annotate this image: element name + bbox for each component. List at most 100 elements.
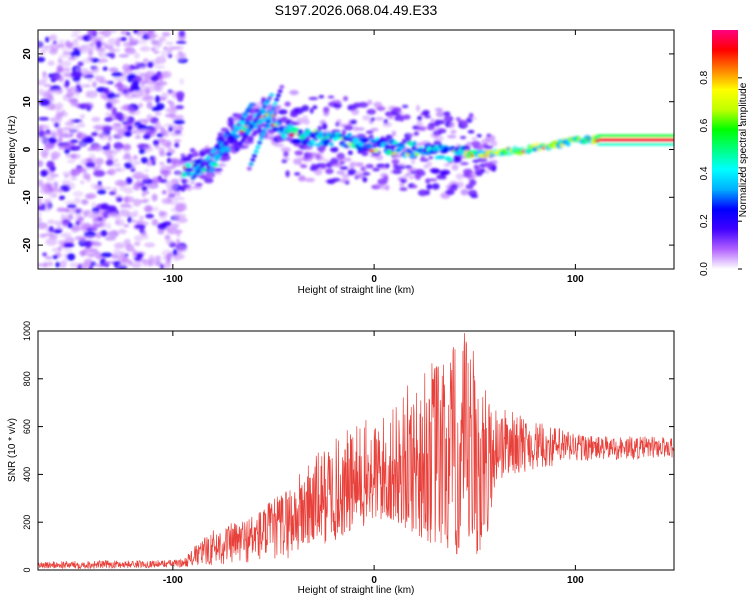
heatmap-cell	[294, 150, 304, 156]
heatmap-cell	[565, 141, 571, 147]
heatmap-cell	[253, 130, 258, 135]
heatmap-cell	[250, 158, 256, 163]
heatmap-cell	[77, 61, 84, 67]
heatmap-cell	[469, 179, 477, 186]
heatmap-cell	[78, 208, 83, 212]
heatmap-cell	[139, 128, 150, 133]
heatmap-cell	[270, 106, 276, 111]
heatmap-cell	[101, 42, 108, 47]
heatmap-cell	[113, 158, 119, 163]
heatmap-cell	[372, 167, 380, 172]
y-tick-label: 10	[22, 96, 33, 108]
heatmap-cell	[38, 56, 46, 63]
y-tick-label: 0	[22, 146, 33, 152]
heatmap-cell	[142, 95, 155, 102]
snr-y-label: SNR (10 * v/v)	[7, 418, 18, 482]
heatmap-cell	[117, 181, 130, 187]
heatmap-cell	[45, 143, 56, 149]
heatmap-cell	[255, 145, 261, 150]
snr-x-axis: -100 0 100	[163, 331, 584, 586]
heatmap-cell	[132, 249, 137, 257]
heatmap-cell	[319, 162, 327, 169]
heatmap-cell	[56, 127, 64, 134]
heatmap-cell	[417, 115, 423, 121]
x-tick-label: 100	[567, 575, 584, 586]
heatmap-cell	[131, 261, 142, 269]
heatmap-cell	[159, 169, 170, 175]
heatmap-cell	[318, 94, 325, 99]
heatmap-cell	[467, 129, 475, 134]
heatmap-cell	[47, 261, 54, 267]
heatmap-cell	[418, 125, 428, 132]
heatmap-cell	[214, 168, 223, 172]
heatmap-cell	[165, 253, 172, 261]
heatmap-cell	[115, 111, 124, 120]
heatmap-cell	[289, 89, 299, 96]
heatmap-cell	[105, 30, 118, 34]
heatmap-cell	[176, 217, 188, 223]
heatmap-cell	[336, 118, 342, 125]
heatmap-cell	[317, 125, 323, 132]
spectrogram-x-axis: -100 0 100	[163, 30, 584, 285]
heatmap-cell	[87, 30, 96, 35]
heatmap-cell	[172, 254, 181, 262]
heatmap-cell	[443, 111, 451, 117]
heatmap-cell	[120, 251, 126, 259]
heatmap-cell	[246, 166, 252, 171]
heatmap-cell	[144, 242, 156, 248]
heatmap-cell	[98, 133, 105, 138]
y-tick-label: 20	[22, 48, 33, 60]
heatmap-cell	[443, 163, 451, 167]
heatmap-cell	[84, 240, 92, 249]
heatmap-cell	[399, 144, 406, 150]
heatmap-cell	[67, 57, 76, 61]
heatmap-cell	[51, 89, 62, 95]
heatmap-cell	[107, 213, 119, 218]
heatmap-cell	[185, 185, 193, 192]
heatmap-cell	[90, 210, 99, 218]
heatmap-cell	[157, 223, 167, 230]
x-tick-label: 0	[371, 575, 377, 586]
heatmap-cell	[63, 257, 69, 265]
heatmap-cell	[135, 252, 144, 258]
heatmap-cell	[82, 209, 91, 216]
y-tick-label: 1000	[22, 321, 32, 341]
heatmap-cell	[281, 133, 287, 140]
heatmap-cell	[157, 137, 166, 143]
heatmap-cell	[352, 137, 359, 144]
heatmap-cell	[56, 66, 64, 73]
heatmap-cell	[671, 134, 674, 137]
heatmap-cell	[91, 131, 98, 137]
heatmap-cell	[257, 140, 263, 145]
heatmap-cell	[329, 141, 334, 147]
heatmap-cell	[277, 109, 288, 115]
heatmap-cell	[42, 92, 52, 98]
heatmap-cell	[422, 156, 427, 160]
heatmap-cell	[347, 168, 357, 176]
heatmap-cell	[92, 166, 99, 172]
heatmap-cell	[241, 127, 248, 132]
heatmap-cell	[460, 146, 468, 151]
heatmap-cell	[83, 247, 94, 253]
heatmap-cell	[60, 184, 71, 192]
heatmap-cell	[125, 66, 133, 75]
heatmap-cell	[123, 224, 130, 228]
heatmap-cell	[118, 54, 130, 58]
heatmap-cell	[145, 88, 151, 95]
heatmap-cell	[102, 125, 113, 132]
heatmap-cell	[412, 184, 418, 189]
heatmap-cell	[434, 107, 443, 112]
heatmap-cell	[111, 149, 118, 157]
heatmap-cell	[105, 101, 113, 110]
heatmap-cell	[117, 263, 129, 268]
heatmap-cell	[106, 222, 111, 230]
heatmap-cell	[341, 174, 350, 178]
heatmap-cell	[120, 37, 127, 42]
heatmap-cell	[391, 151, 397, 156]
heatmap-cell	[39, 98, 51, 107]
heatmap-cell	[134, 241, 141, 247]
heatmap-cell	[489, 159, 498, 165]
heatmap-cell	[272, 102, 278, 107]
heatmap-cell	[61, 46, 69, 52]
heatmap-cell	[247, 135, 254, 142]
